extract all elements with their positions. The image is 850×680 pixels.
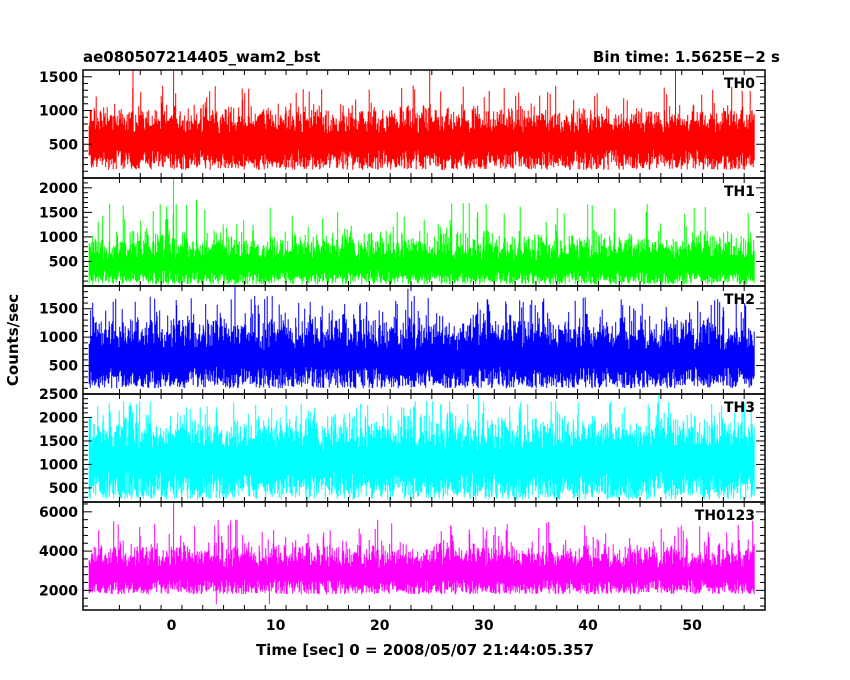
x-tick-label: 20 [370, 618, 390, 634]
x-tick-label: 50 [682, 618, 702, 634]
y-tick-label: 500 [49, 137, 78, 153]
y-tick-label: 2500 [39, 387, 78, 403]
x-tick-label: 10 [266, 618, 286, 634]
y-tick-label: 1500 [39, 205, 78, 221]
panel-label-th0: TH0 [724, 76, 755, 92]
panel-label-th3: TH3 [724, 400, 755, 416]
series-th2 [88, 286, 755, 389]
y-axis-label: Counts/sec [4, 294, 22, 386]
x-tick-label: 30 [474, 618, 494, 634]
x-axis-label: Time [sec] 0 = 2008/05/07 21:44:05.357 [256, 641, 594, 659]
panel-label-th2: TH2 [724, 292, 755, 308]
y-tick-label: 1000 [39, 457, 78, 473]
y-tick-label: 2000 [39, 583, 78, 599]
panel-frame-th0123 [82, 501, 766, 611]
y-tick-label: 500 [49, 481, 78, 497]
series-th3 [88, 394, 755, 500]
y-tick-label: 2000 [39, 181, 78, 197]
y-tick-label: 6000 [39, 505, 78, 521]
y-tick-label: 500 [49, 359, 78, 375]
x-tick-label: 0 [167, 618, 177, 634]
y-tick-label: 1500 [39, 434, 78, 450]
y-tick-label: 1000 [39, 230, 78, 246]
y-tick-label: 1500 [39, 302, 78, 318]
y-tick-label: 500 [49, 254, 78, 270]
panel-label-th1: TH1 [724, 184, 755, 200]
series-th0 [88, 70, 755, 170]
y-tick-label: 2000 [39, 410, 78, 426]
y-tick-label: 4000 [39, 544, 78, 560]
y-tick-label: 1000 [39, 104, 78, 120]
y-tick-label: 1500 [39, 70, 78, 86]
series-th0123 [88, 502, 755, 605]
chart-title-right: Bin time: 1.5625E−2 s [593, 48, 780, 66]
y-tick-label: 1000 [39, 330, 78, 346]
y-tick-label: 0 [68, 387, 78, 403]
panel-label-th0123: TH0123 [695, 508, 755, 524]
chart-title-left: ae080507214405_wam2_bst [83, 48, 320, 66]
x-tick-label: 40 [578, 618, 598, 634]
series-th1 [88, 178, 755, 285]
